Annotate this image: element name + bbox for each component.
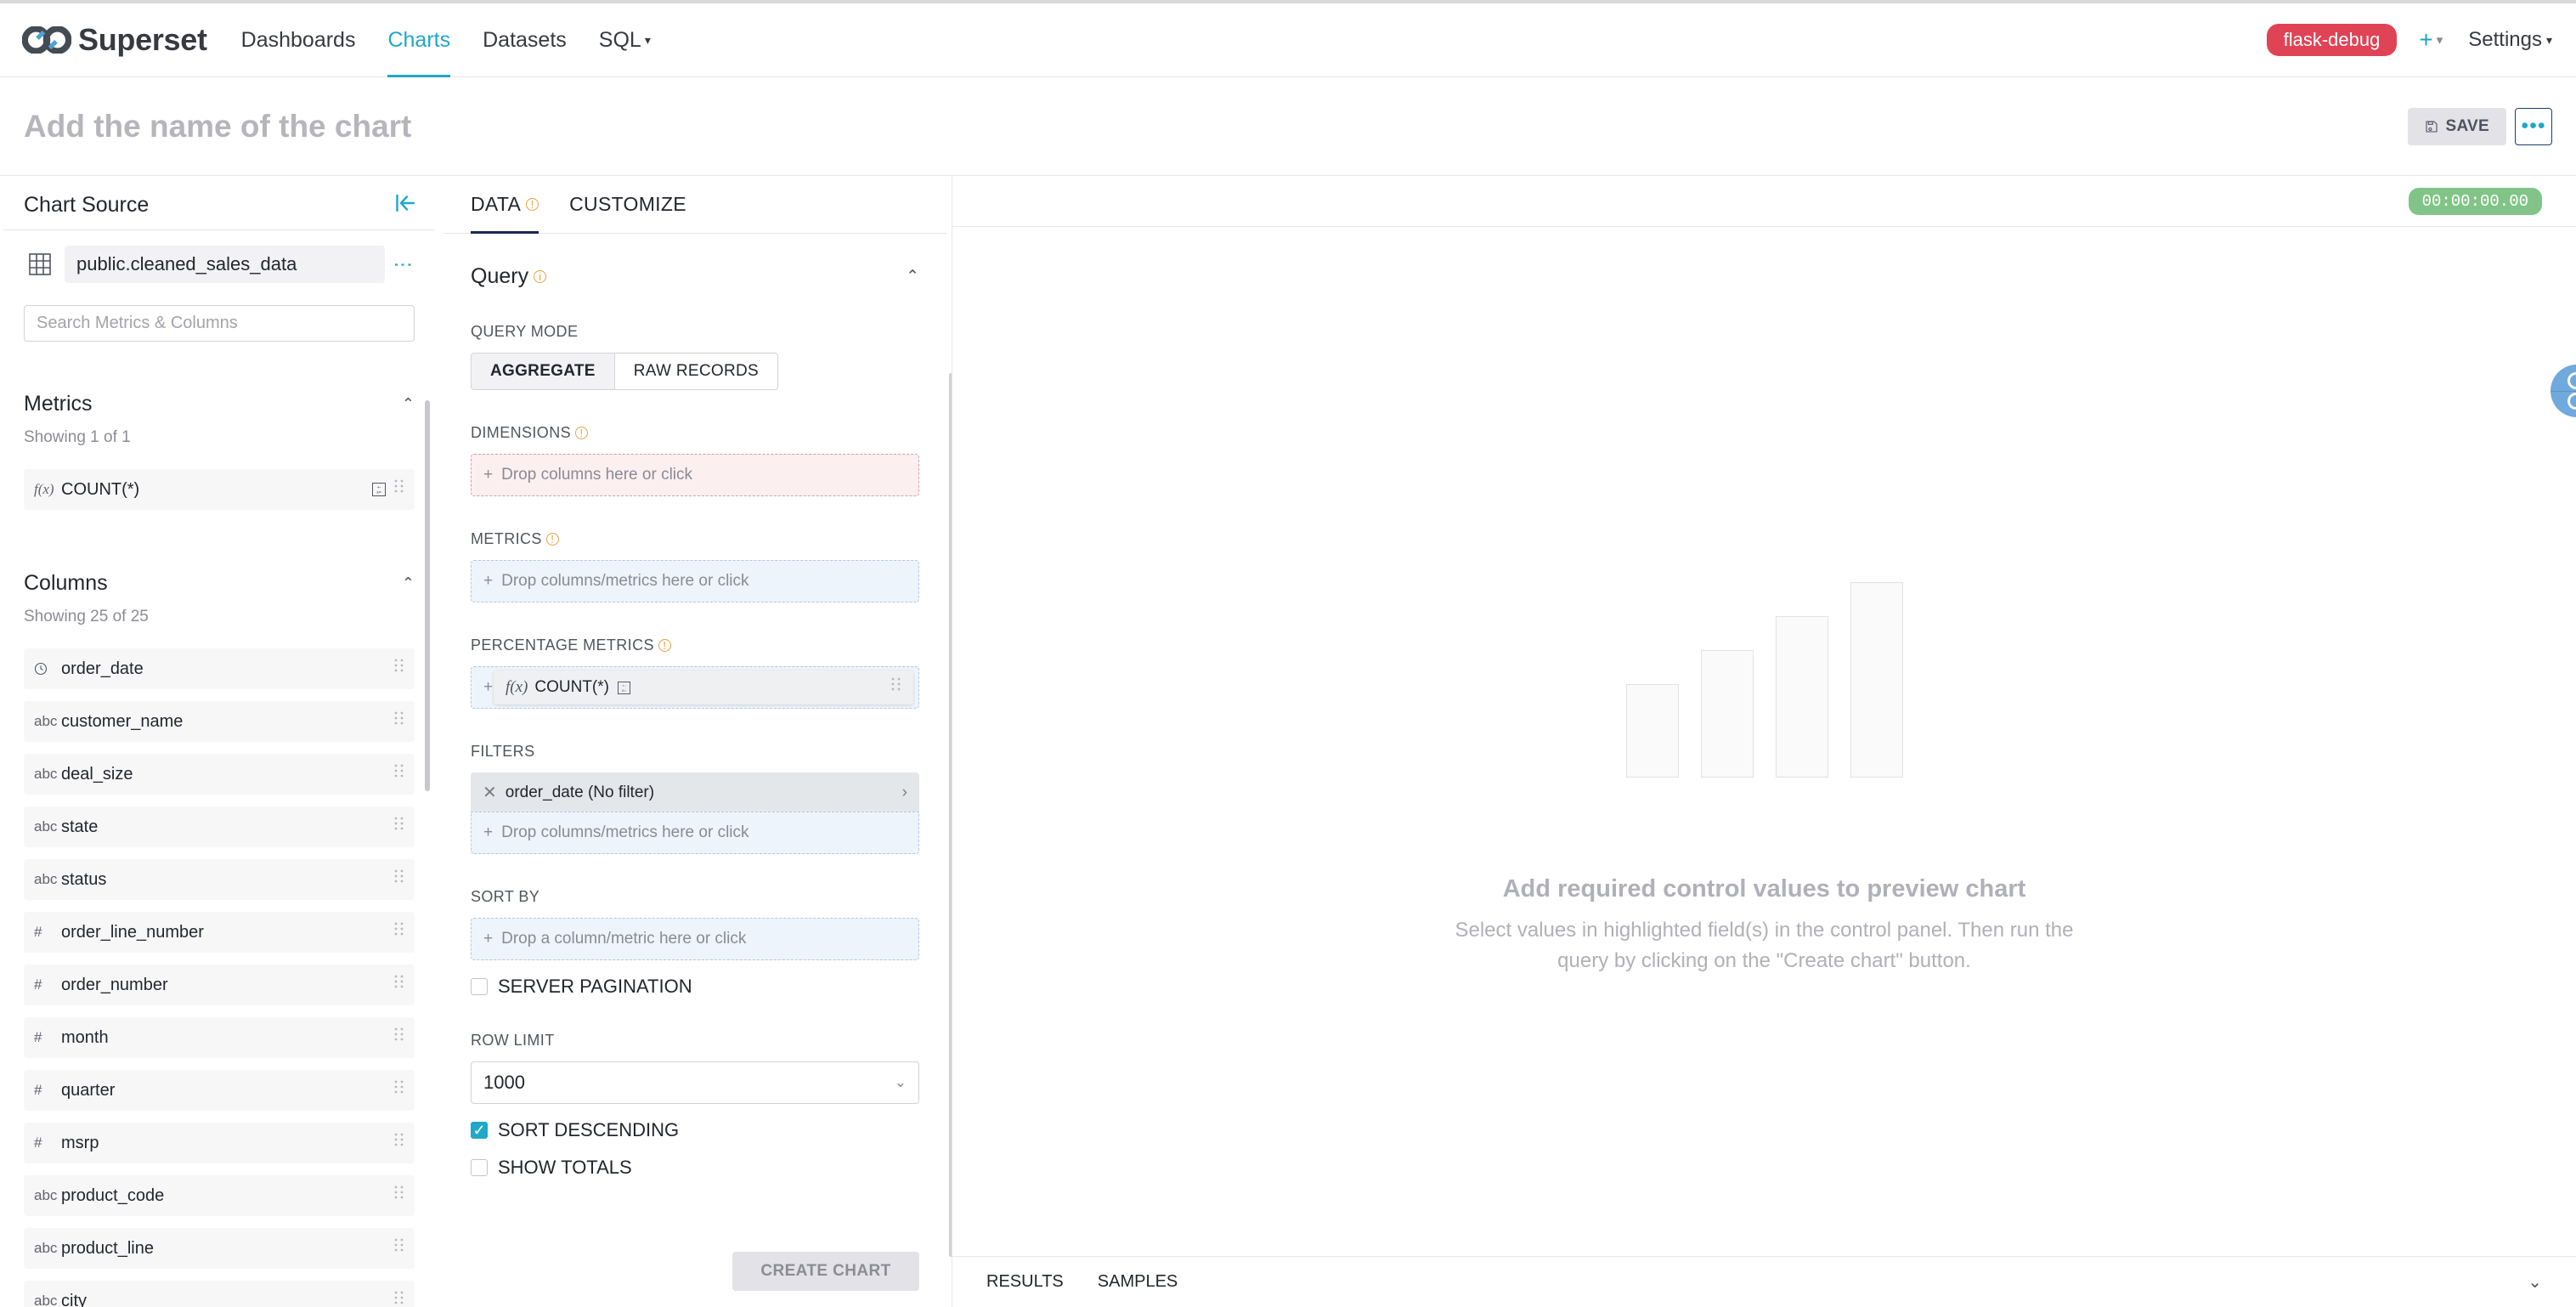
- svg-text:x=: x=: [622, 688, 626, 693]
- svg-text:+-: +-: [622, 683, 626, 687]
- svg-text:x=: x=: [376, 490, 381, 495]
